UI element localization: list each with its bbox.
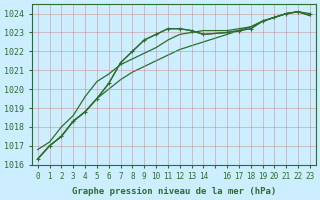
X-axis label: Graphe pression niveau de la mer (hPa): Graphe pression niveau de la mer (hPa) bbox=[72, 187, 276, 196]
